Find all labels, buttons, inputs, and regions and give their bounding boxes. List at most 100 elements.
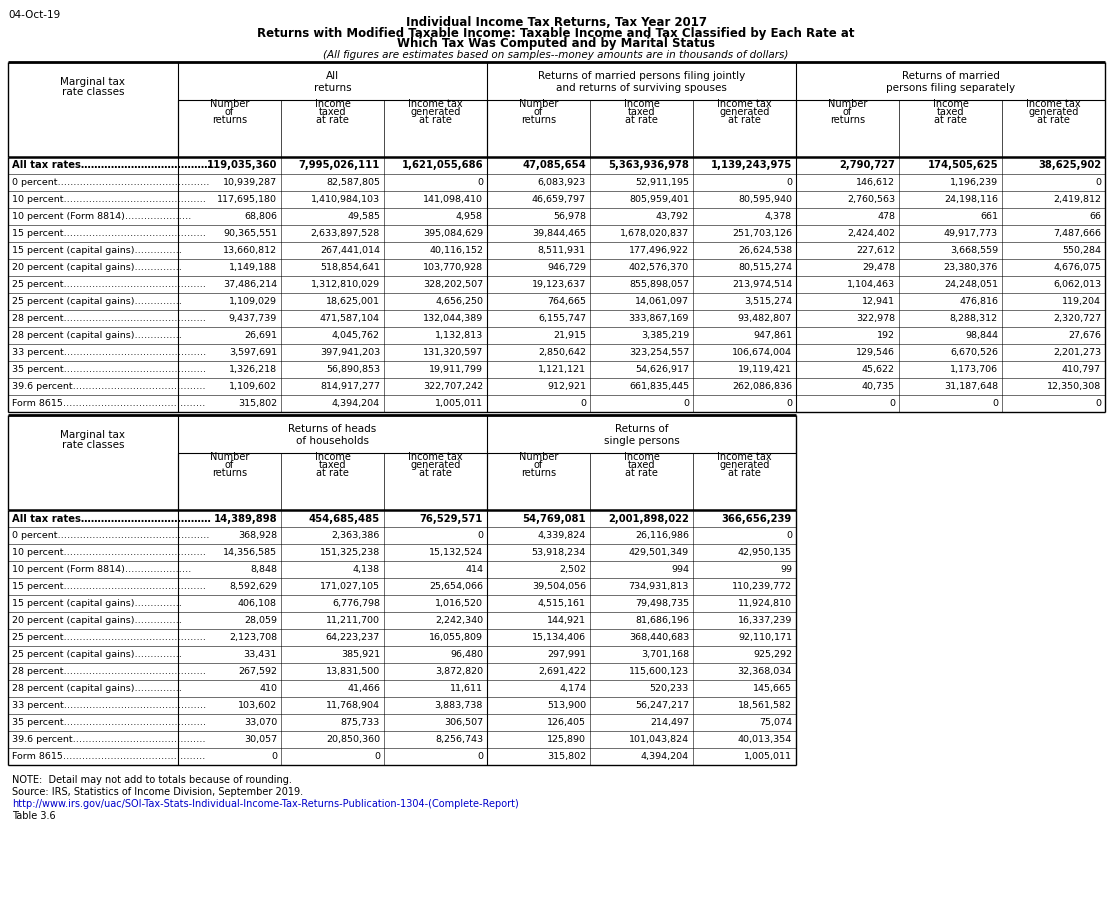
- Text: 0: 0: [683, 399, 689, 408]
- Text: 3,668,559: 3,668,559: [949, 246, 998, 255]
- Text: 192: 192: [877, 331, 895, 340]
- Text: and returns of surviving spouses: and returns of surviving spouses: [556, 83, 727, 93]
- Text: Table 3.6: Table 3.6: [12, 811, 56, 821]
- Text: 1,678,020,837: 1,678,020,837: [620, 229, 689, 238]
- Text: generated: generated: [411, 460, 461, 470]
- Text: 2,502: 2,502: [559, 565, 587, 574]
- Text: 28 percent (capital gains)……………: 28 percent (capital gains)……………: [12, 684, 183, 693]
- Text: 1,005,011: 1,005,011: [743, 752, 792, 761]
- Text: returns: returns: [314, 83, 352, 93]
- Text: 18,561,582: 18,561,582: [738, 701, 792, 710]
- Text: 322,978: 322,978: [856, 314, 895, 323]
- Text: Returns of: Returns of: [614, 424, 668, 434]
- Text: at rate: at rate: [626, 115, 658, 125]
- Text: 1,621,055,686: 1,621,055,686: [402, 161, 483, 171]
- Text: 0: 0: [786, 399, 792, 408]
- Text: 3,872,820: 3,872,820: [435, 667, 483, 676]
- Text: 25 percent (capital gains)……………: 25 percent (capital gains)……………: [12, 650, 183, 659]
- Text: Returns of married: Returns of married: [902, 71, 999, 81]
- Text: Which Tax Was Computed and by Marital Status: Which Tax Was Computed and by Marital St…: [397, 38, 715, 51]
- Text: 2,201,273: 2,201,273: [1053, 348, 1101, 357]
- Text: 661,835,445: 661,835,445: [629, 382, 689, 391]
- Text: 19,119,421: 19,119,421: [738, 365, 792, 374]
- Text: 92,110,171: 92,110,171: [738, 633, 792, 642]
- Text: 80,515,274: 80,515,274: [738, 263, 792, 272]
- Text: 1,173,706: 1,173,706: [949, 365, 998, 374]
- Text: 5,363,936,978: 5,363,936,978: [608, 161, 689, 171]
- Text: 10 percent………………………………………: 10 percent………………………………………: [12, 195, 206, 204]
- Text: 43,792: 43,792: [656, 212, 689, 221]
- Text: (All figures are estimates based on samples--money amounts are in thousands of d: (All figures are estimates based on samp…: [323, 50, 789, 60]
- Text: at rate: at rate: [420, 115, 452, 125]
- Text: 2,320,727: 2,320,727: [1053, 314, 1101, 323]
- Text: 306,507: 306,507: [444, 718, 483, 727]
- Text: 0 percent…………………………………………: 0 percent…………………………………………: [12, 531, 209, 540]
- Text: 40,735: 40,735: [861, 382, 895, 391]
- Text: 39.6 percent……………………………………: 39.6 percent……………………………………: [12, 735, 206, 744]
- Text: 402,576,370: 402,576,370: [629, 263, 689, 272]
- Text: 31,187,648: 31,187,648: [944, 382, 998, 391]
- Text: 14,061,097: 14,061,097: [636, 297, 689, 306]
- Text: 855,898,057: 855,898,057: [629, 280, 689, 289]
- Text: 90,365,551: 90,365,551: [223, 229, 277, 238]
- Text: 27,676: 27,676: [1068, 331, 1101, 340]
- Text: 125,890: 125,890: [546, 735, 587, 744]
- Text: 429,501,349: 429,501,349: [629, 548, 689, 557]
- Text: 30,057: 30,057: [244, 735, 277, 744]
- Text: 471,587,104: 471,587,104: [321, 314, 380, 323]
- Text: 946,729: 946,729: [546, 263, 587, 272]
- Text: 20,850,360: 20,850,360: [326, 735, 380, 744]
- Text: 52,911,195: 52,911,195: [636, 178, 689, 187]
- Text: Marginal tax: Marginal tax: [60, 77, 126, 87]
- Text: 478: 478: [877, 212, 895, 221]
- Text: 141,098,410: 141,098,410: [423, 195, 483, 204]
- Text: Individual Income Tax Returns, Tax Year 2017: Individual Income Tax Returns, Tax Year …: [405, 16, 707, 29]
- Text: 764,665: 764,665: [546, 297, 587, 306]
- Text: 315,802: 315,802: [238, 399, 277, 408]
- Text: returns: returns: [211, 115, 247, 125]
- Text: taxed: taxed: [318, 460, 346, 470]
- Text: 10 percent………………………………………: 10 percent………………………………………: [12, 548, 206, 557]
- Text: 39,844,465: 39,844,465: [532, 229, 587, 238]
- Text: 33,431: 33,431: [244, 650, 277, 659]
- Text: 4,394,204: 4,394,204: [641, 752, 689, 761]
- Text: Income tax: Income tax: [1026, 99, 1081, 109]
- Text: rate classes: rate classes: [61, 440, 125, 450]
- Text: 20 percent (capital gains)……………: 20 percent (capital gains)……………: [12, 616, 183, 625]
- Text: 4,138: 4,138: [353, 565, 380, 574]
- Text: generated: generated: [719, 460, 770, 470]
- Text: 25 percent………………………………………: 25 percent………………………………………: [12, 633, 206, 642]
- Text: 1,109,029: 1,109,029: [229, 297, 277, 306]
- Text: 151,325,238: 151,325,238: [319, 548, 380, 557]
- Text: 8,256,743: 8,256,743: [435, 735, 483, 744]
- Text: at rate: at rate: [626, 468, 658, 478]
- Text: 56,978: 56,978: [553, 212, 587, 221]
- Text: 947,861: 947,861: [754, 331, 792, 340]
- Text: 93,482,807: 93,482,807: [738, 314, 792, 323]
- Text: 47,085,654: 47,085,654: [522, 161, 587, 171]
- Text: 8,511,931: 8,511,931: [538, 246, 587, 255]
- Text: 9,437,739: 9,437,739: [229, 314, 277, 323]
- Text: 8,288,312: 8,288,312: [949, 314, 998, 323]
- Text: 40,013,354: 40,013,354: [738, 735, 792, 744]
- Text: 26,116,986: 26,116,986: [636, 531, 689, 540]
- Text: single persons: single persons: [603, 436, 679, 446]
- Text: Returns with Modified Taxable Income: Taxable Income and Tax Classified by Each : Returns with Modified Taxable Income: Ta…: [257, 27, 855, 40]
- Text: 11,924,810: 11,924,810: [738, 599, 792, 608]
- Text: generated: generated: [1028, 107, 1078, 117]
- Text: 1,149,188: 1,149,188: [229, 263, 277, 272]
- Text: 6,083,923: 6,083,923: [538, 178, 587, 187]
- Text: All tax rates…………………………………: All tax rates…………………………………: [12, 161, 210, 171]
- Text: 28 percent………………………………………: 28 percent………………………………………: [12, 667, 206, 676]
- Text: 49,585: 49,585: [347, 212, 380, 221]
- Text: 2,123,708: 2,123,708: [229, 633, 277, 642]
- Text: Income: Income: [315, 452, 351, 462]
- Text: taxed: taxed: [937, 107, 964, 117]
- Text: taxed: taxed: [318, 107, 346, 117]
- Text: 10,939,287: 10,939,287: [223, 178, 277, 187]
- Text: 4,174: 4,174: [559, 684, 587, 693]
- Text: returns: returns: [521, 468, 556, 478]
- Text: 49,917,773: 49,917,773: [944, 229, 998, 238]
- Text: Income tax: Income tax: [408, 452, 463, 462]
- Text: 0: 0: [477, 531, 483, 540]
